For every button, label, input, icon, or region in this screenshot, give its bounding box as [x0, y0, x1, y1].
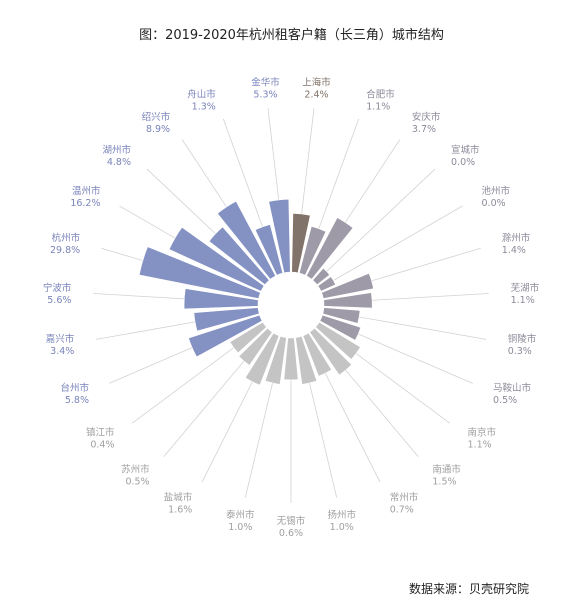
value-label: 1.3%	[192, 101, 216, 112]
category-label: 宣城市	[451, 144, 480, 156]
leader-line	[319, 168, 436, 278]
bar-上海市	[291, 213, 311, 274]
category-label: 盐城市	[164, 492, 193, 504]
bar-温州市	[168, 226, 265, 292]
value-label: 4.8%	[107, 157, 131, 168]
value-label: 2.4%	[304, 90, 328, 101]
category-label: 南京市	[468, 426, 497, 438]
bar-铜陵市	[322, 307, 361, 324]
bar-舟山市	[254, 224, 284, 276]
category-label: 铜陵市	[508, 333, 537, 345]
bar-镇江市	[229, 321, 267, 354]
bar-滁州市	[321, 272, 374, 299]
category-label: 南通市	[432, 464, 461, 476]
category-label: 台州市	[60, 382, 89, 394]
value-label: 0.0%	[451, 157, 475, 168]
category-label: 芜湖市	[511, 282, 540, 294]
bar-南京市	[315, 321, 361, 360]
value-label: 3.7%	[412, 124, 436, 135]
bar-芜湖市	[323, 292, 373, 309]
bar-合肥市	[298, 225, 327, 276]
value-label: 1.0%	[228, 522, 252, 533]
category-label: 滁州市	[502, 232, 531, 244]
value-label: 1.1%	[511, 295, 535, 306]
category-label: 上海市	[302, 77, 331, 89]
bar-杭州市	[138, 246, 261, 299]
value-label: 5.8%	[65, 395, 89, 406]
value-label: 0.0%	[482, 198, 506, 209]
value-label: 1.1%	[366, 101, 390, 112]
value-label: 1.1%	[468, 439, 492, 450]
bar-宁波市	[183, 288, 259, 310]
bar-绍兴市	[216, 200, 276, 280]
bar-宣城市	[312, 267, 331, 286]
bar-泰州市	[264, 335, 287, 385]
value-label: 3.4%	[50, 346, 74, 357]
bar-常州市	[302, 332, 333, 377]
value-label: 1.0%	[330, 522, 354, 533]
category-label: 无锡市	[277, 515, 306, 527]
category-label: 温州市	[72, 185, 101, 197]
category-label: 合肥市	[366, 88, 395, 100]
bar-南通市	[309, 327, 353, 376]
bar-安庆市	[306, 217, 354, 280]
category-label: 镇江市	[86, 426, 115, 438]
bar-池州市	[317, 276, 336, 292]
bar-嘉兴市	[193, 307, 260, 332]
category-label: 扬州市	[327, 509, 356, 521]
category-label: 苏州市	[121, 464, 150, 476]
value-label: 16.2%	[70, 198, 100, 209]
value-label: 0.5%	[493, 395, 517, 406]
category-label: 安庆市	[412, 111, 441, 123]
category-label: 池州市	[482, 185, 511, 197]
category-label: 泰州市	[226, 509, 255, 521]
category-label: 舟山市	[187, 88, 216, 100]
category-label: 金华市	[251, 77, 280, 89]
category-label: 马鞍山市	[493, 382, 532, 394]
value-label: 5.6%	[47, 295, 71, 306]
bar-盐城市	[244, 332, 280, 386]
value-label: 1.5%	[432, 477, 456, 488]
bar-湖州市	[208, 226, 270, 286]
category-label: 湖州市	[102, 144, 131, 156]
category-label: 宁波市	[43, 282, 72, 294]
category-label: 嘉兴市	[46, 333, 75, 345]
value-label: 1.6%	[168, 505, 192, 516]
bar-无锡市	[283, 337, 299, 381]
chart-title: 图：2019-2020年杭州租客户籍（长三角）城市结构	[139, 28, 444, 43]
bar-扬州市	[295, 335, 318, 385]
leader-line	[325, 205, 463, 286]
value-label: 0.7%	[390, 505, 414, 516]
bars	[138, 198, 374, 386]
center-hole	[259, 273, 323, 337]
value-label: 0.6%	[279, 528, 303, 539]
value-label: 0.3%	[508, 346, 532, 357]
value-label: 0.5%	[125, 477, 149, 488]
bar-台州市	[188, 314, 263, 358]
source-note: 数据来源：贝壳研究院	[408, 582, 529, 596]
category-label: 绍兴市	[142, 111, 171, 123]
category-label: 常州市	[390, 492, 419, 504]
bar-马鞍山市	[319, 314, 362, 341]
value-label: 5.3%	[253, 90, 277, 101]
value-label: 29.8%	[50, 245, 80, 256]
value-label: 8.9%	[146, 124, 170, 135]
bar-金华市	[268, 198, 291, 274]
category-label: 杭州市	[52, 232, 81, 244]
value-label: 0.4%	[90, 439, 114, 450]
value-label: 1.4%	[502, 245, 526, 256]
bar-苏州市	[238, 327, 273, 366]
